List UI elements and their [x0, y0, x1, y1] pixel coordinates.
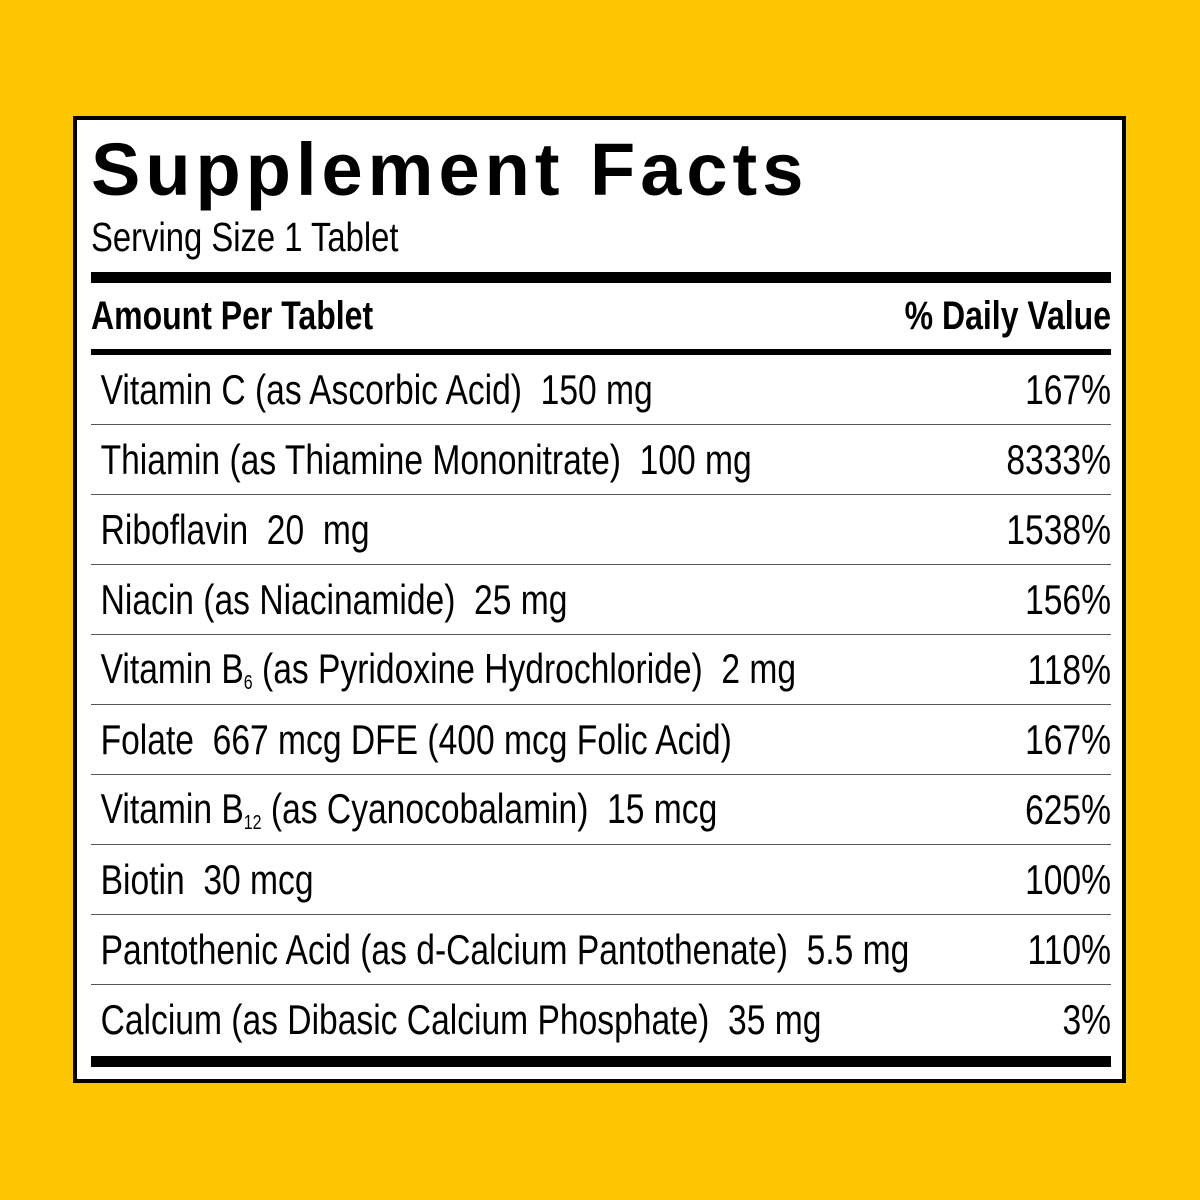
thick-divider — [91, 272, 1111, 283]
nutrient-name: Riboflavin 20 mg — [101, 506, 370, 554]
nutrient-name: Vitamin B6 (as Pyridoxine Hydrochloride)… — [101, 645, 797, 695]
nutrient-label: Folate 667 mcg DFE (400 mcg Folic Acid) — [100, 715, 732, 763]
daily-value: 110% — [1027, 925, 1111, 973]
bottom-divider — [91, 1056, 1111, 1067]
nutrient-row: Pantothenic Acid (as d-Calcium Pantothen… — [91, 915, 1111, 985]
nutrient-source-amount: (as Pyridoxine Hydrochloride) 2 mg — [252, 644, 797, 692]
nutrient-name: Pantothenic Acid (as d-Calcium Pantothen… — [101, 926, 910, 974]
daily-value-header: % Daily Value — [904, 294, 1111, 338]
daily-value: 167% — [1025, 715, 1111, 763]
nutrient-name: Folate 667 mcg DFE (400 mcg Folic Acid) — [101, 716, 732, 764]
daily-value: 167% — [1025, 365, 1111, 413]
nutrient-label: Niacin (as Niacinamide) 25 mg — [100, 575, 568, 623]
nutrient-label: Calcium (as Dibasic Calcium Phosphate) 3… — [100, 995, 822, 1043]
daily-value: 8333% — [1006, 435, 1111, 483]
amount-header: Amount Per Tablet — [91, 294, 374, 338]
daily-value: 1538% — [1006, 505, 1111, 553]
nutrient-label: Vitamin B — [100, 644, 244, 692]
nutrient-name: Niacin (as Niacinamide) 25 mg — [101, 576, 568, 624]
nutrient-row: Niacin (as Niacinamide) 25 mg 156% — [91, 565, 1111, 635]
nutrient-label: Pantothenic Acid (as d-Calcium Pantothen… — [100, 925, 910, 973]
nutrient-row: Riboflavin 20 mg 1538% — [91, 495, 1111, 565]
serving-size: Serving Size 1 Tablet — [91, 214, 399, 260]
header-divider — [91, 349, 1111, 355]
daily-value: 3% — [1062, 995, 1111, 1043]
nutrient-name: Biotin 30 mcg — [101, 856, 314, 904]
nutrient-row: Calcium (as Dibasic Calcium Phosphate) 3… — [91, 985, 1111, 1054]
table-header: Amount Per Tablet % Daily Value — [91, 283, 1111, 349]
subscript: 6 — [243, 671, 253, 694]
facts-body: Serving Size 1 Tablet Amount Per Tablet … — [91, 212, 1111, 1067]
nutrient-label: Riboflavin 20 mg — [100, 505, 370, 553]
daily-value: 625% — [1025, 785, 1111, 833]
nutrient-label: Biotin 30 mcg — [100, 855, 314, 903]
nutrient-label: Thiamin (as Thiamine Mononitrate) 100 mg — [100, 435, 752, 483]
daily-value: 156% — [1025, 575, 1111, 623]
nutrient-row: Vitamin C (as Ascorbic Acid) 150 mg 167% — [91, 355, 1111, 425]
nutrient-name: Vitamin B12 (as Cyanocobalamin) 15 mcg — [101, 785, 718, 835]
nutrient-row: Folate 667 mcg DFE (400 mcg Folic Acid) 1… — [91, 705, 1111, 775]
nutrient-label: Vitamin B — [100, 784, 244, 832]
nutrient-row: Thiamin (as Thiamine Mononitrate) 100 mg… — [91, 425, 1111, 495]
nutrient-row: Vitamin B12 (as Cyanocobalamin) 15 mcg 62… — [91, 775, 1111, 845]
subscript: 12 — [243, 811, 262, 834]
nutrient-name: Calcium (as Dibasic Calcium Phosphate) 3… — [101, 996, 822, 1044]
nutrient-row: Biotin 30 mcg 100% — [91, 845, 1111, 915]
nutrient-row: Vitamin B6 (as Pyridoxine Hydrochloride)… — [91, 635, 1111, 705]
daily-value: 118% — [1027, 645, 1111, 693]
nutrient-name: Vitamin C (as Ascorbic Acid) 150 mg — [101, 366, 653, 414]
panel-title: Supplement Facts — [91, 128, 809, 211]
nutrient-rows: Vitamin C (as Ascorbic Acid) 150 mg 167% T… — [91, 355, 1111, 1054]
nutrient-source-amount: (as Cyanocobalamin) 15 mcg — [261, 784, 718, 832]
nutrient-name: Thiamin (as Thiamine Mononitrate) 100 mg — [101, 436, 752, 484]
nutrient-label: Vitamin C (as Ascorbic Acid) 150 mg — [100, 365, 653, 413]
supplement-facts-panel: Supplement Facts Serving Size 1 Tablet A… — [73, 116, 1126, 1083]
daily-value: 100% — [1025, 855, 1111, 903]
